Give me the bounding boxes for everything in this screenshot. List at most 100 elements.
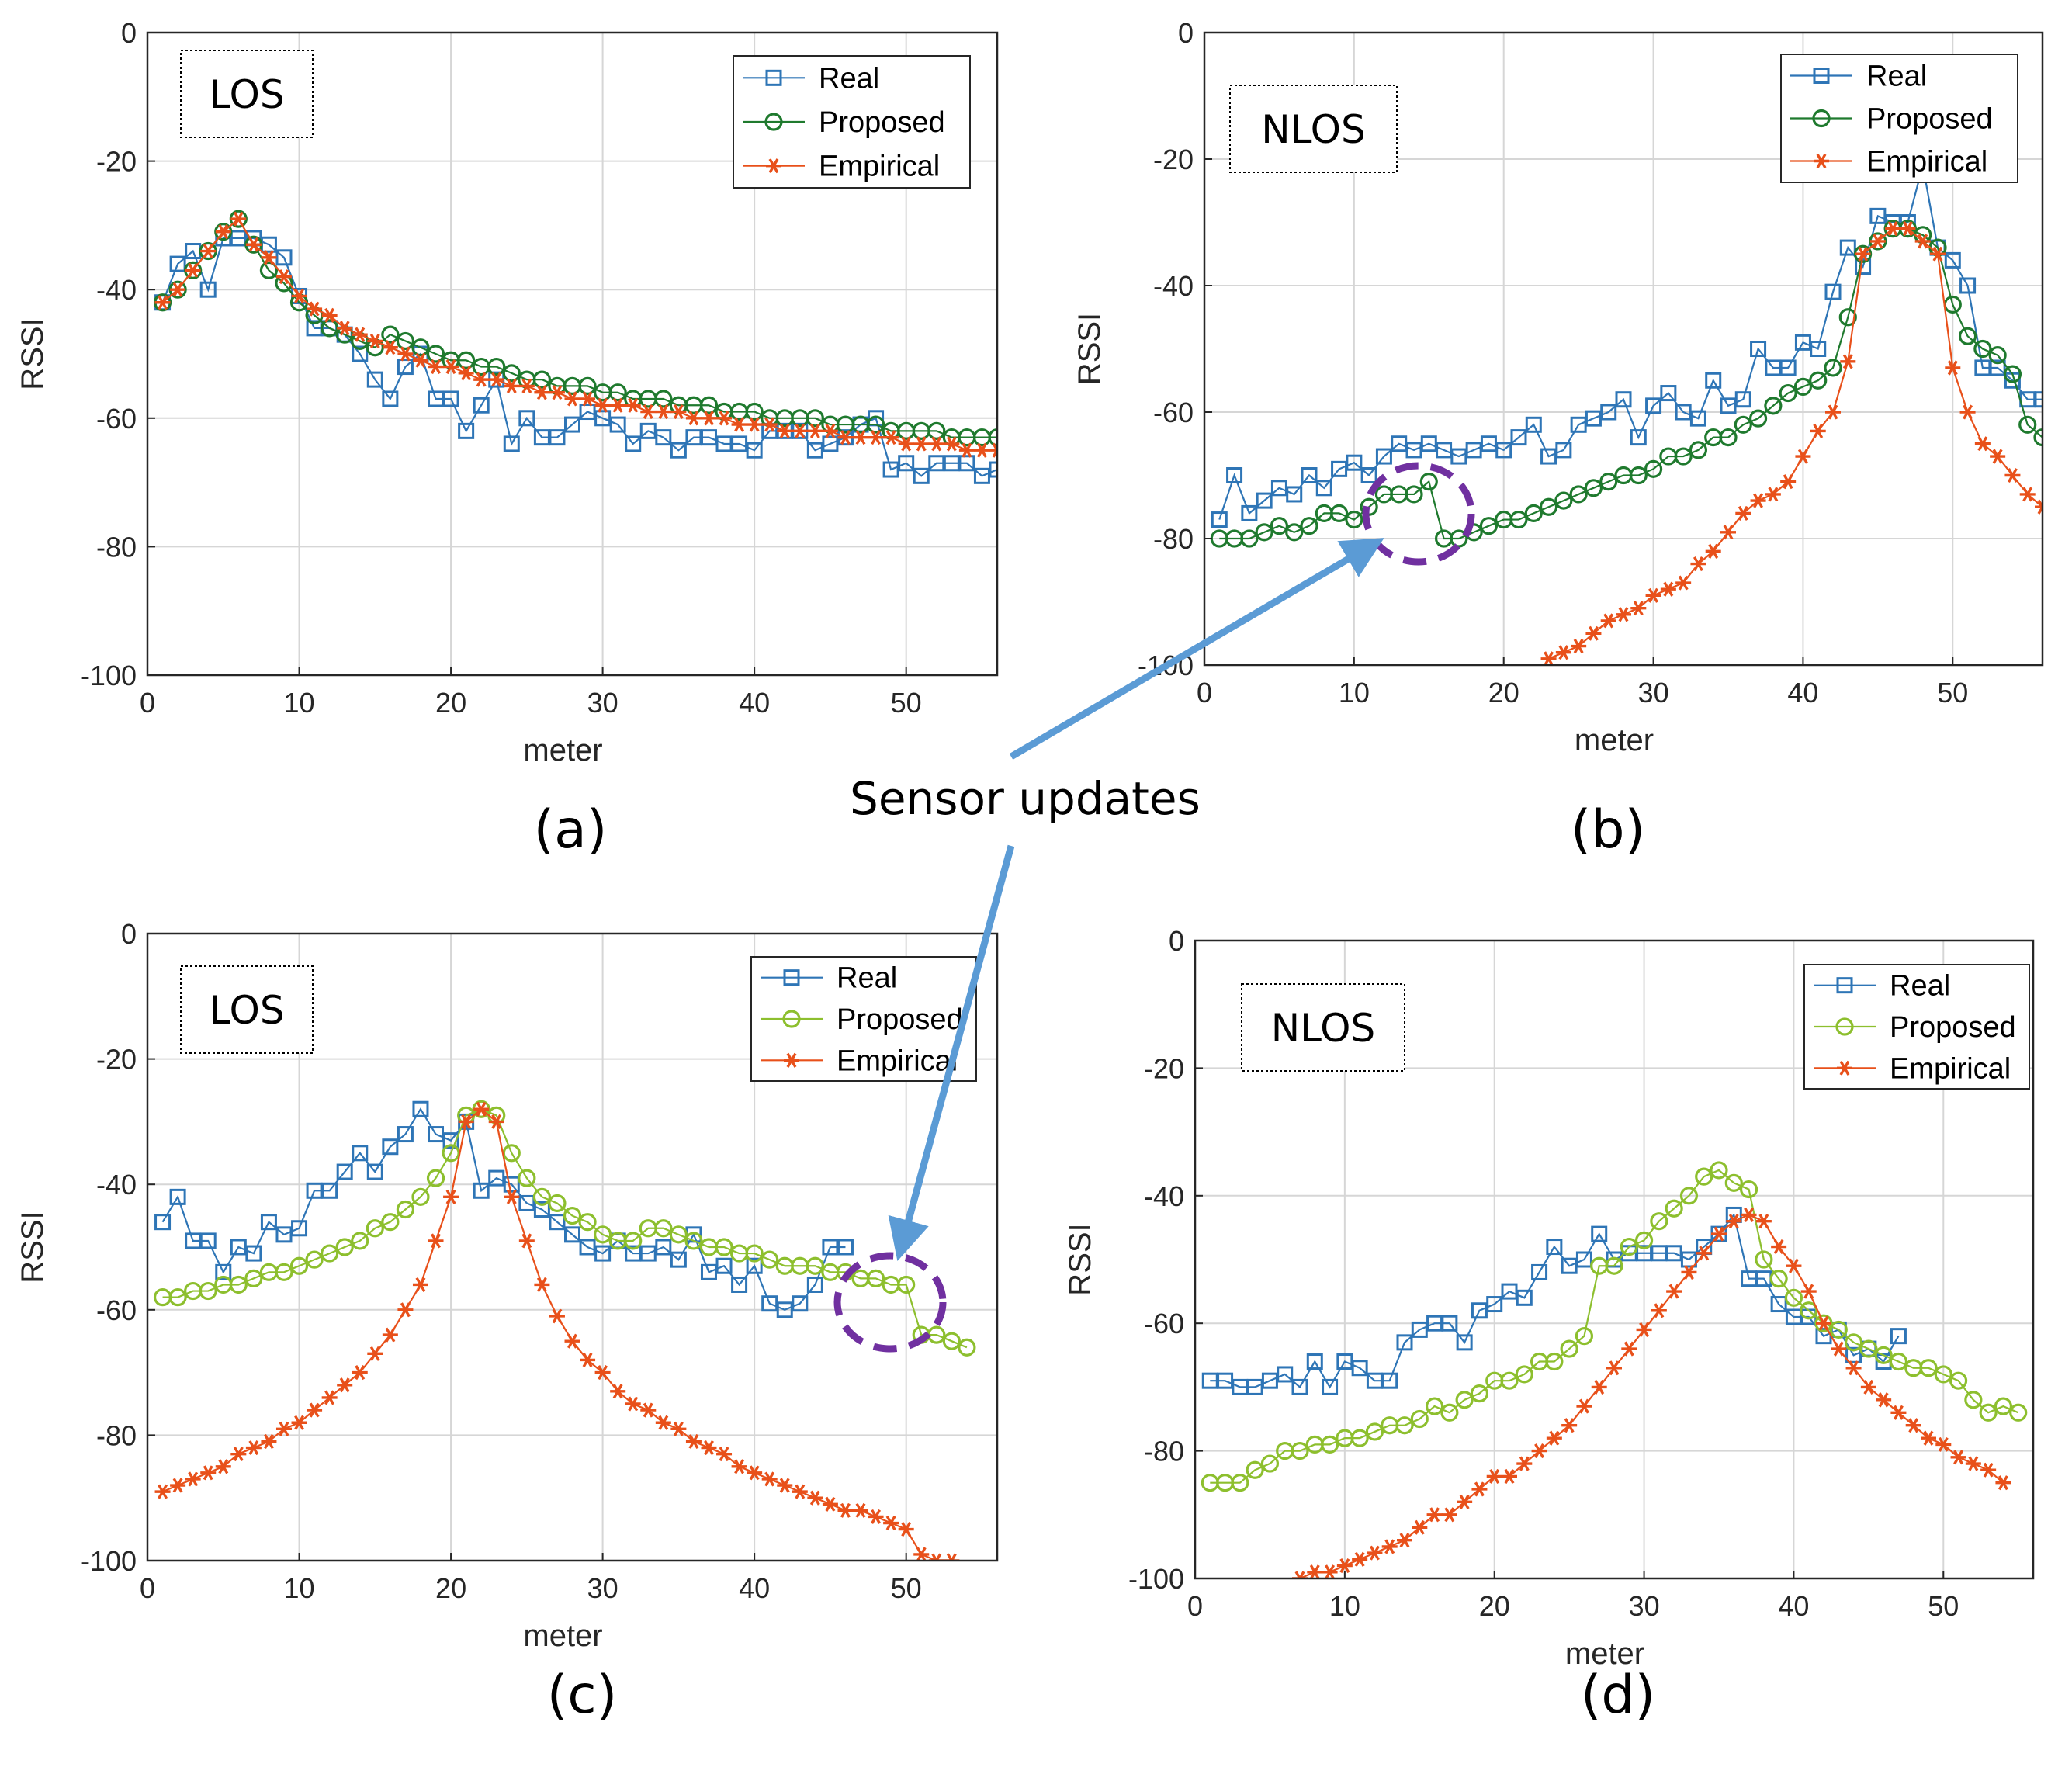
data-point-real: [1890, 1328, 1907, 1345]
data-point-real: [594, 1245, 612, 1262]
data-point-real: [792, 1295, 809, 1312]
data-point-proposed: [1231, 1474, 1249, 1492]
data-point-proposed: [988, 428, 997, 447]
data-point-real: [1306, 1353, 1323, 1370]
data-point-real: [2034, 391, 2043, 408]
data-point-empirical: [564, 391, 580, 407]
data-point-empirical: [154, 1484, 171, 1499]
y-tick-label: -20: [96, 1044, 137, 1076]
data-point-empirical: [761, 417, 778, 432]
data-point-real: [655, 429, 672, 446]
data-point-proposed: [1779, 383, 1797, 403]
data-point-empirical: [307, 301, 323, 317]
data-point-proposed: [1410, 1409, 1429, 1429]
data-point-empirical: [185, 1471, 201, 1487]
series-line-real: [1210, 1212, 1900, 1389]
data-point-empirical: [625, 1396, 641, 1412]
data-point-proposed: [1859, 1339, 1878, 1358]
data-point-empirical: [428, 1233, 444, 1249]
data-point-real: [958, 455, 975, 472]
x-tick-label: 0: [140, 687, 155, 719]
x-tick-label: 0: [140, 1572, 155, 1604]
data-point-empirical: [1935, 1436, 1952, 1452]
data-point-proposed: [1365, 1422, 1384, 1441]
data-point-real: [503, 435, 520, 452]
data-point-empirical: [458, 1114, 474, 1129]
data-point-empirical: [1965, 1456, 1981, 1471]
condition-tag: NLOS: [1271, 1006, 1376, 1051]
data-point-real: [1810, 341, 1827, 357]
data-point-empirical: [989, 442, 997, 458]
data-point-empirical: [655, 404, 671, 420]
data-point-real: [579, 1239, 596, 1256]
data-point-real: [1705, 372, 1722, 389]
data-point-proposed: [1395, 1416, 1414, 1435]
data-point-proposed: [1710, 1161, 1728, 1180]
data-point-empirical: [701, 411, 717, 426]
legend-marker-real: [783, 969, 800, 986]
data-point-empirical: [747, 417, 763, 432]
legend-marker-empirical: [766, 158, 781, 174]
data-point-proposed: [1405, 485, 1423, 504]
data-point-empirical: [883, 430, 899, 445]
data-point-real: [882, 461, 899, 478]
panel-label-b: (b): [1570, 799, 1646, 861]
data-point-proposed: [1450, 529, 1468, 548]
data-point-real: [1375, 448, 1392, 465]
data-point-proposed: [1689, 441, 1708, 459]
panel-label-a: (a): [533, 799, 608, 861]
data-point-empirical: [1397, 1533, 1412, 1548]
data-point-proposed: [1320, 1435, 1339, 1454]
data-point-empirical: [580, 1352, 596, 1367]
data-point-proposed: [1300, 517, 1318, 535]
data-point-empirical: [428, 359, 444, 375]
data-point-real: [715, 1257, 733, 1274]
data-point-real: [412, 1100, 429, 1117]
data-point-real: [169, 255, 186, 272]
data-point-empirical: [792, 423, 808, 438]
data-point-empirical: [1945, 360, 1961, 376]
y-tick-label: -60: [1153, 397, 1194, 428]
data-point-empirical: [1816, 1315, 1831, 1331]
data-point-real: [1256, 492, 1273, 509]
data-point-empirical: [1412, 1519, 1428, 1535]
data-point-empirical: [275, 1421, 292, 1436]
highlight-ellipse-b: [1362, 462, 1475, 566]
data-point-real: [1645, 397, 1662, 414]
data-point-real: [639, 422, 657, 439]
data-point-real: [1315, 480, 1332, 497]
data-point-empirical: [1990, 449, 2006, 464]
data-point-real: [670, 442, 687, 459]
data-point-empirical: [382, 340, 398, 355]
data-point-empirical: [640, 404, 657, 420]
data-point-empirical: [2019, 487, 2036, 502]
legend-marker-proposed: [764, 113, 783, 131]
series-group: [1201, 1161, 2028, 1578]
condition-tag: LOS: [209, 988, 284, 1033]
panel-label-d: (d): [1580, 1665, 1656, 1726]
data-point-proposed: [229, 1275, 248, 1294]
data-point-empirical: [807, 1490, 823, 1506]
data-point-empirical: [1571, 639, 1587, 654]
data-point-proposed: [1973, 339, 1992, 359]
data-point-proposed: [1755, 1250, 1773, 1269]
series-line-proposed: [1210, 1169, 2019, 1484]
data-point-empirical: [1705, 543, 1721, 559]
data-point-proposed: [866, 415, 885, 434]
data-point-empirical: [367, 1346, 383, 1361]
data-point-empirical: [747, 1465, 763, 1481]
data-point-real: [442, 1132, 459, 1149]
data-point-proposed: [1509, 510, 1528, 529]
x-tick-label: 20: [435, 1572, 466, 1604]
data-point-real: [1824, 283, 1842, 300]
data-point-proposed: [1539, 497, 1558, 516]
data-point-real: [366, 1163, 383, 1180]
data-point-empirical: [792, 1484, 808, 1499]
data-point-real: [1575, 1251, 1592, 1268]
data-point-empirical: [944, 1553, 960, 1561]
x-tick-label: 10: [1329, 1590, 1360, 1622]
data-point-real: [670, 1251, 687, 1268]
data-point-empirical: [1531, 1443, 1547, 1459]
data-point-real: [822, 435, 839, 452]
y-tick-label: -20: [1144, 1052, 1184, 1084]
